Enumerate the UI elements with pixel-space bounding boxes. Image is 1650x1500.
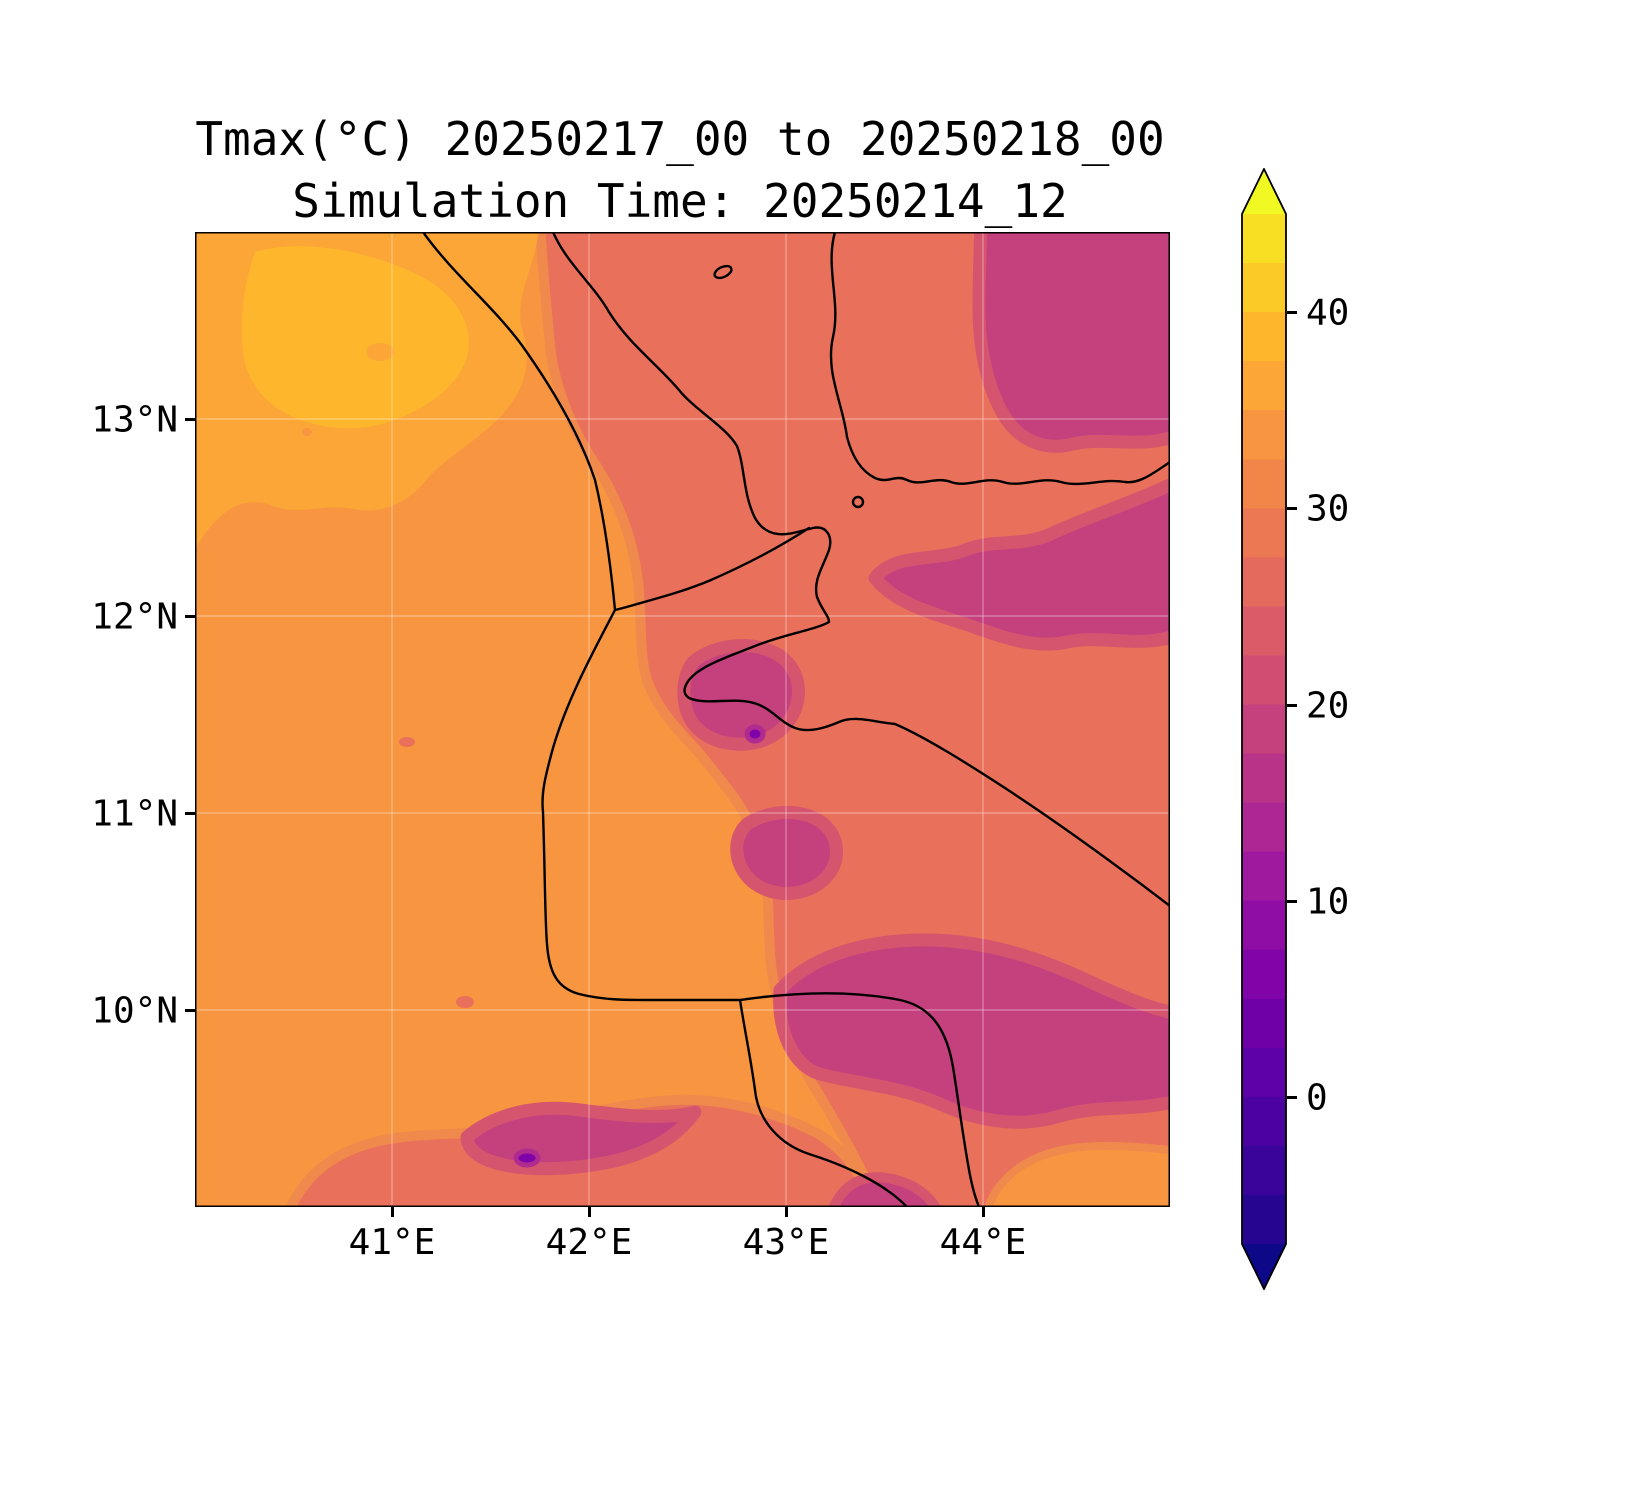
cbar-label-30: 30 xyxy=(1306,488,1350,530)
field-salmon-speck-2 xyxy=(456,996,474,1008)
ytick-mark-11n xyxy=(185,812,195,815)
field-magenta-top-right xyxy=(972,215,1187,453)
colorbar-segment xyxy=(1242,1145,1286,1196)
colorbar-outline xyxy=(1241,168,1287,1290)
colorbar-segment xyxy=(1242,557,1286,608)
xtick-label-41e: 41°E xyxy=(348,1222,436,1263)
colorbar-segment xyxy=(1242,655,1286,706)
ytick-label-10n: 10°N xyxy=(91,990,178,1032)
colorbar-segment xyxy=(1242,802,1286,853)
border-south-branch xyxy=(738,998,909,1209)
field-orange-speck-in-yellow xyxy=(366,343,394,361)
colorbar-segment xyxy=(1242,1194,1286,1245)
field-orange-corner-se xyxy=(981,1141,1184,1221)
xtick-label-42e: 42°E xyxy=(545,1222,633,1263)
field-magenta-right-band xyxy=(868,473,1187,651)
xtick-label-43e: 43°E xyxy=(742,1222,830,1263)
island-red-sea xyxy=(713,264,733,280)
xtick-mark-44e xyxy=(982,1207,985,1217)
cbar-tick-40 xyxy=(1287,311,1297,314)
cbar-label-10: 10 xyxy=(1306,881,1350,923)
island-strait xyxy=(851,495,865,509)
coastlines-borders xyxy=(421,230,1172,1209)
ytick-label-12n: 12°N xyxy=(91,596,178,638)
colorbar-segment xyxy=(1242,263,1286,313)
ytick-mark-12n xyxy=(185,615,195,618)
colorbar-bottom-arrow xyxy=(1242,1244,1286,1289)
colorbar-segment xyxy=(1242,1047,1286,1098)
ytick-label-13n: 13°N xyxy=(91,399,178,441)
xtick-mark-41e xyxy=(391,1207,394,1217)
colorbar-top-arrow xyxy=(1242,169,1286,214)
field-yellow-core xyxy=(241,246,469,429)
border-inland-west xyxy=(541,526,811,1002)
colorbar-segment xyxy=(1242,949,1286,1000)
map-axes xyxy=(187,215,1187,1222)
field-magenta-gulf-pocket xyxy=(677,639,805,751)
colorbar-segment xyxy=(1242,606,1286,657)
cbar-label-40: 40 xyxy=(1306,292,1350,334)
field-purple-dot-bottom-left xyxy=(513,1148,541,1168)
colorbar-segment xyxy=(1242,704,1286,755)
colorbar-segment xyxy=(1242,410,1286,460)
field-purple-dot-center xyxy=(744,724,766,744)
ytick-label-11n: 11°N xyxy=(91,793,178,835)
cbar-tick-10 xyxy=(1287,900,1297,903)
colorbar-segments xyxy=(1242,214,1286,1245)
field-salmon-speck-1 xyxy=(399,737,415,747)
colorbar-segment xyxy=(1242,851,1286,902)
cbar-tick-20 xyxy=(1287,704,1297,707)
colorbar-segment xyxy=(1242,214,1286,264)
colorbar xyxy=(1241,168,1287,1290)
colorbar-segment xyxy=(1242,753,1286,804)
chart-title-line1: Tmax(°C) 20250217_00 to 20250218_00 xyxy=(195,112,1165,166)
field-magenta-south-of-gulf xyxy=(730,806,844,900)
xtick-label-44e: 44°E xyxy=(939,1222,1027,1263)
coastline-yemen xyxy=(829,230,1172,486)
chart-title: Tmax(°C) 20250217_00 to 20250218_00 Simu… xyxy=(160,108,1200,232)
tmax-map xyxy=(187,215,1187,1222)
field-orange-dot-nw xyxy=(302,428,312,436)
colorbar-segment xyxy=(1242,361,1286,411)
colorbar-segment xyxy=(1242,998,1286,1049)
gridlines xyxy=(195,232,1170,1207)
colorbar-segment xyxy=(1242,459,1286,509)
cbar-label-20: 20 xyxy=(1306,685,1350,727)
xtick-mark-43e xyxy=(785,1207,788,1217)
chart-title-line2: Simulation Time: 20250214_12 xyxy=(292,174,1068,228)
field-magenta-southeast-band xyxy=(773,933,1187,1129)
colorbar-segment xyxy=(1242,900,1286,951)
cbar-tick-0 xyxy=(1287,1096,1297,1099)
colorbar-segment xyxy=(1242,1096,1286,1147)
colorbar-segment xyxy=(1242,508,1286,559)
cbar-label-0: 0 xyxy=(1306,1077,1328,1119)
ytick-mark-13n xyxy=(185,418,195,421)
cbar-tick-30 xyxy=(1287,507,1297,510)
colorbar-segment xyxy=(1242,312,1286,362)
border-from-north xyxy=(421,230,617,612)
border-southeast-diagonal xyxy=(738,992,981,1209)
xtick-mark-42e xyxy=(588,1207,591,1217)
ytick-mark-10n xyxy=(185,1009,195,1012)
coastline-red-sea-gulf xyxy=(551,230,1172,908)
